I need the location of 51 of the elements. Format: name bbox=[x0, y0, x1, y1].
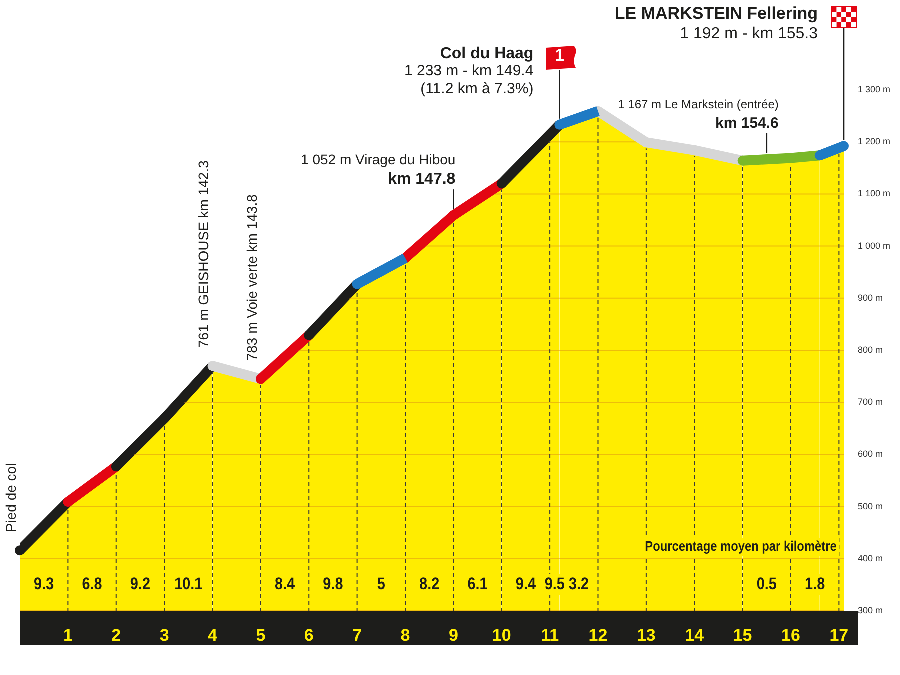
annotation: 1.8 bbox=[805, 576, 826, 594]
annotation: 9.5 bbox=[544, 576, 566, 594]
annotation: 3.2 bbox=[568, 576, 590, 594]
y-tick-label: 1 200 m bbox=[858, 136, 891, 147]
y-tick-label: 300 m bbox=[858, 605, 884, 616]
x-tick-label: 5 bbox=[256, 626, 266, 645]
annotation: 1 052 m Virage du Hibou km 147.8 bbox=[301, 151, 456, 188]
annotation: 9.8 bbox=[323, 576, 344, 594]
x-tick-label: 1 bbox=[63, 626, 73, 645]
x-tick-label: 3 bbox=[160, 626, 170, 645]
x-tick-label: 6 bbox=[304, 626, 314, 645]
annotation: 0.5 bbox=[756, 576, 778, 594]
annotation: 9.4 bbox=[516, 576, 536, 594]
y-tick-label: 500 m bbox=[858, 501, 884, 512]
annotation: 6.1 bbox=[468, 576, 488, 594]
y-tick-label: 1 000 m bbox=[858, 240, 891, 251]
annotation: Pied de col bbox=[2, 463, 19, 533]
x-tick-label: 10 bbox=[492, 626, 512, 645]
x-tick-label: 14 bbox=[685, 626, 705, 645]
x-tick-label: 12 bbox=[588, 626, 608, 645]
annotation: 761 m GEISHOUSE km 142.3 bbox=[196, 160, 212, 348]
text: LE MARKSTEIN Fellering 1 192 m - km 155.3 bbox=[614, 4, 818, 42]
x-tick-label: 17 bbox=[830, 626, 849, 645]
x-tick-label: 8 bbox=[400, 626, 410, 645]
annotation: 9.2 bbox=[130, 576, 151, 594]
x-tick-label: 7 bbox=[352, 626, 362, 645]
annotation: 8.2 bbox=[420, 576, 440, 594]
x-tick-label: 13 bbox=[636, 626, 656, 645]
annotation: 6.8 bbox=[82, 576, 103, 594]
annotation: 9.3 bbox=[34, 576, 54, 594]
annotation: 1 167 m Le Markstein (entrée) km 154.6 bbox=[618, 98, 779, 132]
y-tick-label: 1 100 m bbox=[858, 188, 891, 199]
y-tick-label: 1 300 m bbox=[858, 84, 891, 94]
y-tick-label: 900 m bbox=[858, 292, 884, 303]
x-tick-label: 2 bbox=[112, 626, 122, 645]
x-tick-label: 9 bbox=[448, 626, 458, 645]
annotation: 783 m Voie verte km 143.8 bbox=[244, 194, 260, 362]
x-tick-label: 16 bbox=[782, 626, 800, 645]
y-tick-label: 400 m bbox=[858, 553, 884, 564]
y-tick-label: 700 m bbox=[858, 397, 884, 408]
y-tick-label: 800 m bbox=[858, 344, 884, 355]
annotation: 5 bbox=[377, 576, 386, 594]
annotation: Col du Haag 1 233 m - km 149.4 (11.2 km à 7.3%) bbox=[404, 45, 534, 98]
x-tick-label: 4 bbox=[208, 626, 218, 645]
annotation: 10.1 bbox=[174, 576, 203, 594]
annotation: 8.4 bbox=[274, 576, 296, 594]
x-tick-label: 15 bbox=[733, 626, 752, 645]
flag-icon: 1 bbox=[546, 46, 578, 70]
annotation: Pourcentage moyen par kilomètre bbox=[645, 538, 837, 554]
x-tick-label: 11 bbox=[541, 626, 560, 645]
y-tick-label: 600 m bbox=[858, 449, 884, 460]
